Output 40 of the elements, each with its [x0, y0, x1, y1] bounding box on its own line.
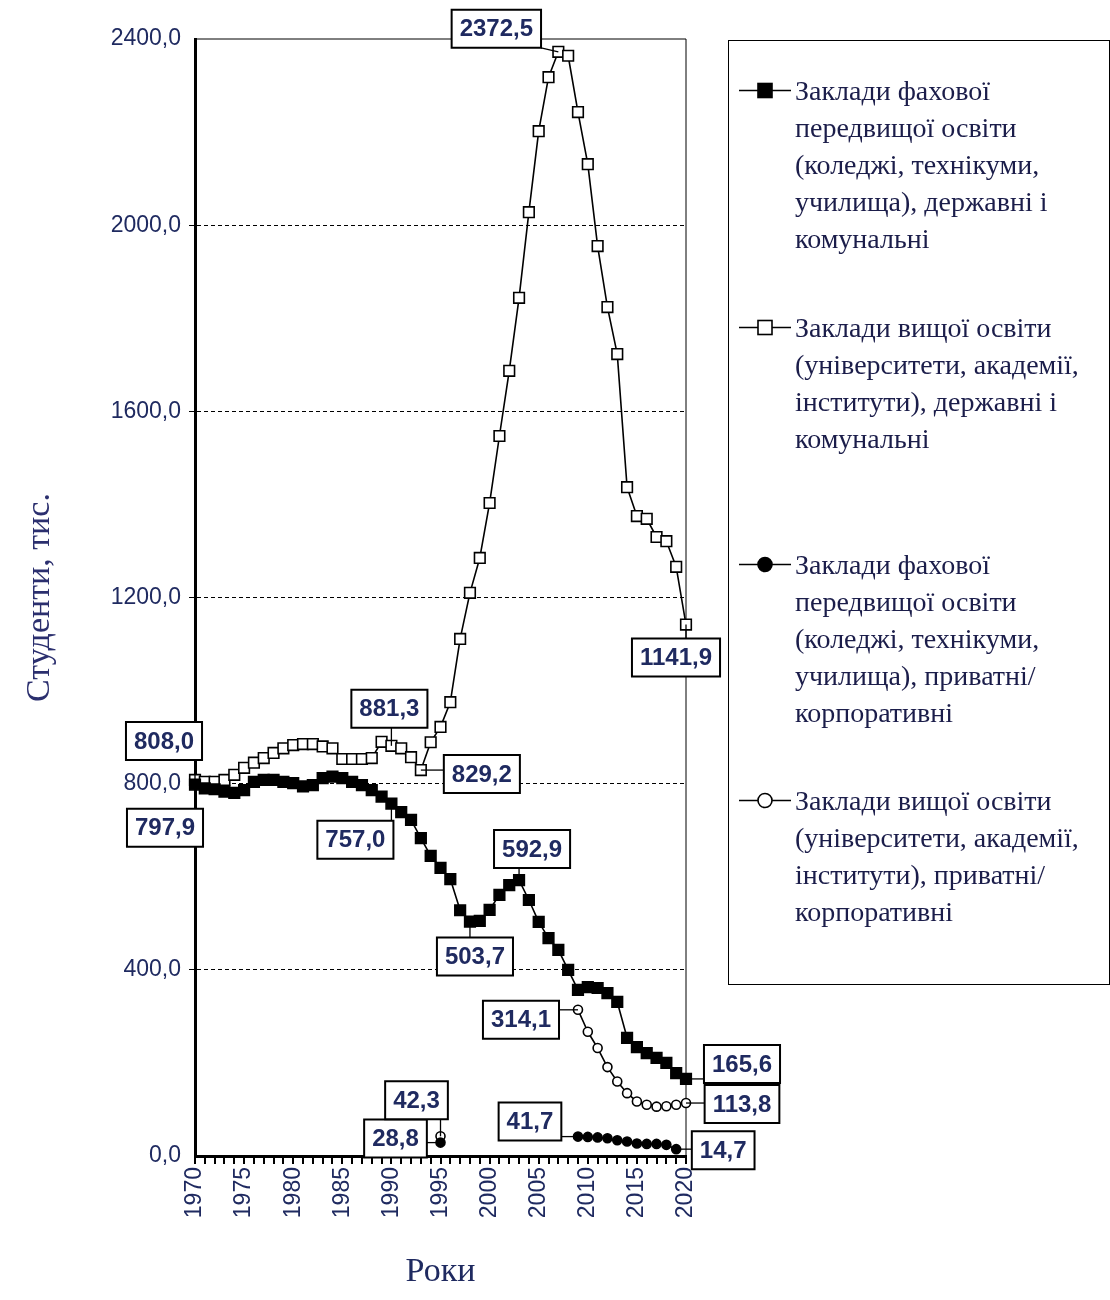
x-axis-title: Роки [405, 1250, 476, 1288]
y-tick-label: 400,0 [123, 955, 181, 982]
data-label: 42,3 [393, 1085, 440, 1113]
data-label: 314,1 [490, 1005, 552, 1033]
data-label: 165,6 [711, 1049, 773, 1077]
x-tick-label: 1990 [376, 1167, 403, 1219]
y-tick-label: 2400,0 [110, 24, 181, 51]
data-label: 113,8 [712, 1089, 772, 1117]
legend-label: Заклади фахової передвищої освіти (коледжі, технікуми, училища), приватні/корпоративні [794, 548, 1041, 730]
data-label: 829,2 [451, 759, 512, 787]
legend-label: Заклади вищої освіти (університети, академії, інститути), приватні/корпоративні [794, 784, 1080, 929]
data-label: 797,9 [134, 813, 196, 841]
x-tick-label: 1975 [229, 1167, 256, 1219]
data-label: 14,7 [699, 1135, 747, 1163]
data-label: 808,0 [133, 726, 195, 754]
y-tick-label: 1600,0 [110, 396, 181, 423]
data-label: 41,7 [506, 1107, 554, 1135]
x-tick-label: 1995 [425, 1167, 452, 1219]
data-label: 592,9 [502, 834, 563, 862]
legend-label: Заклади вищої освіти (університети, академії, інститути), державні і комунальні [794, 311, 1080, 456]
x-tick-label: 2000 [474, 1167, 501, 1219]
data-label: 28,8 [372, 1124, 419, 1152]
y-tick-label: 0,0 [149, 1141, 181, 1168]
data-label: 503,7 [444, 942, 505, 970]
x-tick-label: 1985 [327, 1167, 354, 1219]
x-tick-label: 2020 [671, 1167, 698, 1219]
x-tick-label: 1980 [278, 1167, 305, 1219]
y-tick-label: 800,0 [123, 769, 181, 796]
data-label: 757,0 [325, 825, 386, 853]
data-label: 1141,9 [639, 643, 713, 671]
y-tick-label: 2000,0 [110, 210, 181, 237]
x-tick-label: 2010 [573, 1167, 600, 1219]
legend-label: Заклади фахової передвищої освіти (коледжі, технікуми, училища), державні і комунальні [794, 74, 1049, 256]
x-tick-label: 1970 [180, 1167, 207, 1219]
x-tick-label: 2005 [524, 1167, 551, 1219]
data-label: 881,3 [359, 694, 420, 722]
x-tick-label: 2015 [622, 1167, 649, 1219]
data-label: 2372,5 [459, 14, 534, 42]
y-axis-title: Студенти, тис. [19, 493, 57, 702]
y-tick-label: 1200,0 [110, 582, 181, 609]
